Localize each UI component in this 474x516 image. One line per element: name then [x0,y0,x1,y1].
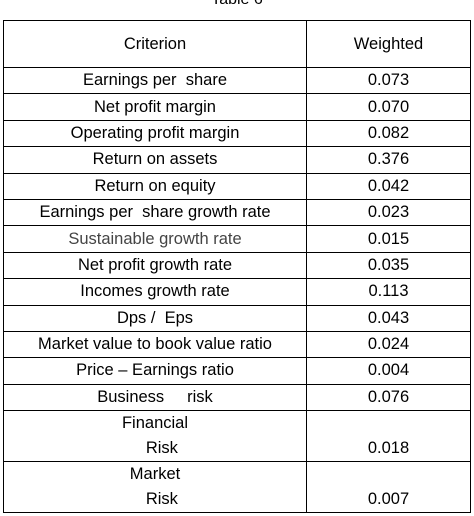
table-row: Price – Earnings ratio 0.004 [3,357,471,385]
criterion-cell: Market value to book value ratio [3,330,307,359]
weight-cell: 0.015 [306,225,471,253]
criterion-cell: Financial Risk [3,410,307,463]
table-row: Net profit growth rate 0.035 [3,251,471,280]
weight-cell: 0.035 [306,251,471,280]
header-row: Criterion Weighted [3,20,471,68]
table-row: Market Risk 0.007 [3,461,471,514]
criterion-cell: Return on equity [3,172,307,200]
table-body: Criterion Weighted Earnings per share 0.073… [3,20,471,514]
header-cell: Criterion [3,20,307,68]
table-row: Dps / Eps 0.043 [3,304,471,332]
weight-cell: 0.082 [306,119,471,148]
table-row: Operating profit margin 0.082 [3,119,471,148]
header-cell: Weighted [306,20,471,68]
weight-cell: 0.018 [306,410,471,463]
weight-cell: 0.073 [306,66,471,95]
table: Criterion Weighted Earnings per share 0.073… [3,20,471,514]
criterion-cell: Net profit growth rate [3,251,307,280]
table-row: Earnings per share growth rate 0.023 [3,198,471,227]
table-row: Earnings per share 0.073 [3,66,471,95]
criterion-cell: Business risk [3,383,307,412]
weight-cell: 0.070 [306,93,471,121]
table-row: Financial Risk 0.018 [3,410,471,463]
table-row: Market value to book value ratio 0.024 [3,330,471,359]
criterion-cell: Dps / Eps [3,304,307,332]
criterion-cell: Operating profit margin [3,119,307,148]
weight-cell: 0.076 [306,383,471,412]
criterion-cell: Price – Earnings ratio [3,357,307,385]
table-row: Return on equity 0.042 [3,172,471,200]
weight-cell: 0.043 [306,304,471,332]
weight-cell: 0.042 [306,172,471,200]
weight-cell: 0.113 [306,278,471,306]
table-title: Table 6 [0,0,474,9]
criterion-cell: Market Risk [3,461,307,514]
weight-cell: 0.023 [306,198,471,227]
table-row: Net profit margin 0.070 [3,93,471,121]
table-row: Business risk 0.076 [3,383,471,412]
criterion-cell: Net profit margin [3,93,307,121]
criterion-cell: Earnings per share [3,66,307,95]
weight-cell: 0.376 [306,146,471,174]
weight-cell: 0.024 [306,330,471,359]
table-row: Return on assets 0.376 [3,146,471,174]
criterion-cell: Sustainable growth rate [3,225,307,253]
weight-cell: 0.007 [306,461,471,514]
criterion-cell: Return on assets [3,146,307,174]
table-row: Incomes growth rate 0.113 [3,278,471,306]
criterion-cell: Earnings per share growth rate [3,198,307,227]
table-row: Sustainable growth rate 0.015 [3,225,471,253]
weight-cell: 0.004 [306,357,471,385]
criterion-cell: Incomes growth rate [3,278,307,306]
